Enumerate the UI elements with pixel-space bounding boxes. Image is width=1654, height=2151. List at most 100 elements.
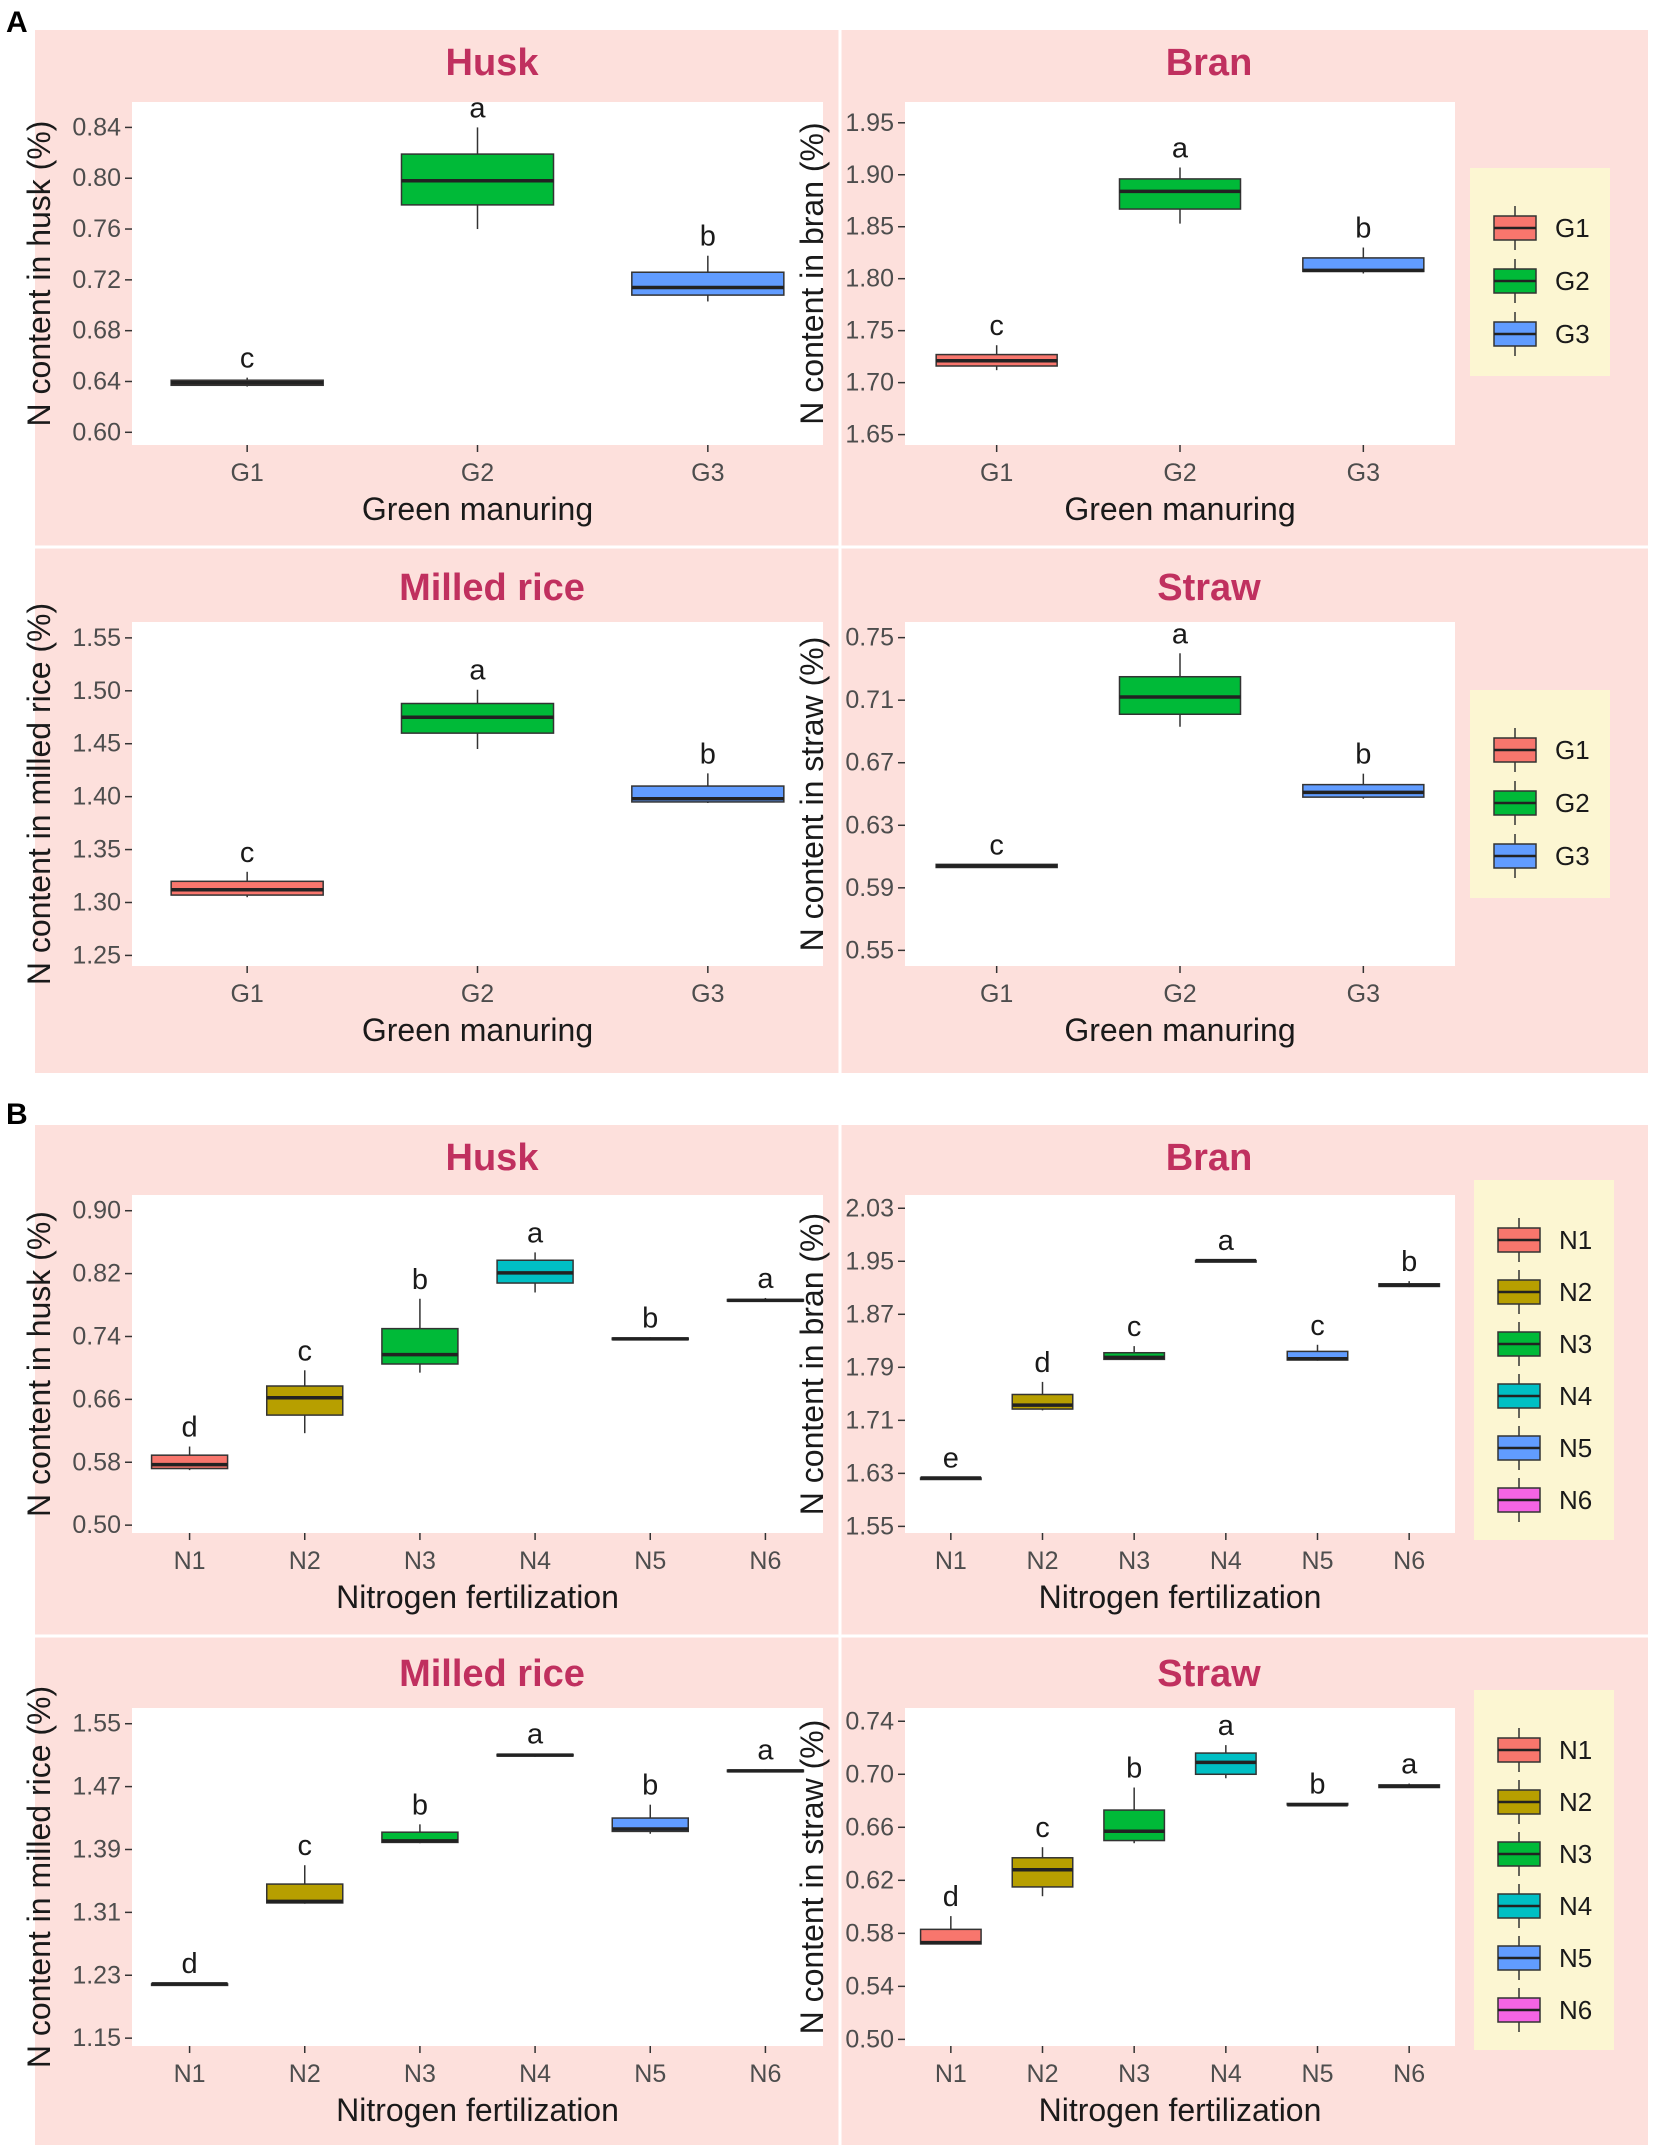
panel-b-straw-letter-n3: b: [1126, 1753, 1142, 1785]
panel-b-bran-letter-n4: a: [1218, 1225, 1235, 1257]
panel-a-milled-rice-ytick-label: 1.35: [72, 836, 121, 864]
legend-nitrogen-bottom: N1 N2 N3 N4 N5 N6: [1474, 1690, 1614, 2050]
panel-b-milled-rice-letter-n1: d: [182, 1948, 198, 1980]
panel-b-husk-plot-area: [132, 1195, 823, 1533]
legend-label-n4: N4: [1559, 1891, 1592, 1921]
panel-b-husk-box-n1: [150, 1454, 229, 1470]
legend-label-g2: G2: [1555, 266, 1590, 296]
panel-a-bran-box-g2: [1118, 178, 1242, 210]
panel-a-milled-rice-ytick-label: 1.25: [72, 941, 121, 969]
panel-b-milled-rice-ylabel: N content in milled rice (%): [21, 1686, 57, 2068]
panel-a-bran-ytick-label: 1.85: [845, 213, 894, 241]
panel-b-milled-rice-xlabel: Nitrogen fertilization: [336, 2092, 619, 2128]
panel-b-bran-ytick-label: 1.63: [845, 1459, 894, 1487]
legend-label-g3: G3: [1555, 319, 1590, 349]
panel-b-husk-ytick-label: 0.50: [72, 1511, 121, 1539]
panel-b-straw-xtick-label-n5: N5: [1302, 2060, 1334, 2088]
panel-a-milled-rice: Milled rice 1.25 1.30 1.35 1.40 1.45 1.50 1.55 G…: [21, 567, 823, 1048]
panel-a-bran-letter-g2: a: [1172, 132, 1189, 164]
legend-label-n1: N1: [1559, 1735, 1592, 1765]
panel-a-milled-rice-ytick-label: 1.45: [72, 730, 121, 758]
panel-a-husk-letter-g1: c: [240, 343, 255, 375]
panel-a-milled-rice-xlabel: Green manuring: [362, 1012, 593, 1048]
panel-b-straw-letter-n4: a: [1218, 1710, 1235, 1742]
legend-label-n5: N5: [1559, 1433, 1592, 1463]
panel-b-husk-ylabel: N content in husk (%): [21, 1211, 57, 1517]
panel-a-straw-xlabel: Green manuring: [1064, 1012, 1295, 1048]
panel-b-milled-rice-ytick-label: 1.55: [72, 1710, 121, 1738]
panel-b-straw-box-n2: [1011, 1857, 1074, 1888]
panel-a-husk-title: Husk: [446, 42, 540, 84]
panel-a-straw-ytick-label: 0.71: [845, 686, 894, 714]
panel-b-bran-ytick-label: 2.03: [845, 1194, 894, 1222]
panel-b-milled-rice-ytick-label: 1.39: [72, 1835, 121, 1863]
panel-b-bran-ytick-label: 1.95: [845, 1247, 894, 1275]
panel-b-bran-letter-n1: e: [943, 1442, 959, 1474]
panel-b-bran-ytick-label: 1.55: [845, 1512, 894, 1540]
panel-a-bran-letter-g1: c: [989, 310, 1004, 342]
panel-b-straw-ytick-label: 0.62: [845, 1866, 894, 1894]
panel-b-straw-ylabel: N content in straw (%): [794, 1720, 830, 2035]
panel-b-bran-xtick-label-n1: N1: [935, 1547, 967, 1575]
panel-a-husk: Husk 0.60 0.64 0.68 0.72 0.76 0.80 0.84 G1 c G2 a G3…: [21, 42, 823, 527]
panel-b-husk-ytick-label: 0.58: [72, 1448, 121, 1476]
legend-label-n3: N3: [1559, 1329, 1592, 1359]
panel-a-bran-ytick-label: 1.95: [845, 109, 894, 137]
panel-a-milled-rice-letter-g2: a: [469, 655, 486, 687]
panel-b-milled-rice-letter-n5: b: [642, 1770, 658, 1802]
legend-label-n6: N6: [1559, 1485, 1592, 1515]
panel-a-straw-ytick-label: 0.75: [845, 624, 894, 652]
panel-a-straw-letter-g3: b: [1355, 739, 1371, 771]
panel-b-husk-xtick-label-n3: N3: [404, 1547, 436, 1575]
panel-b-bran-ytick-label: 1.87: [845, 1300, 894, 1328]
panel-a-milled-rice-ytick-label: 1.40: [72, 783, 121, 811]
panel-b-bran-xtick-label-n3: N3: [1118, 1547, 1150, 1575]
panel-a-husk-xtick-label-g3: G3: [691, 459, 724, 487]
panel-a-bran-xlabel: Green manuring: [1064, 491, 1295, 527]
panel-b-bran-xtick-label-n2: N2: [1027, 1547, 1059, 1575]
panel-b-milled-rice-xtick-label-n5: N5: [634, 2060, 666, 2088]
panel-b-husk-xtick-label-n1: N1: [174, 1547, 206, 1575]
panel-a-husk-letter-g3: b: [700, 221, 716, 253]
panel-b-milled-rice-plot-area: [132, 1708, 823, 2046]
panel-a-husk-box-g3: [631, 271, 785, 296]
panel-b-husk-xtick-label-n6: N6: [749, 1547, 781, 1575]
panel-b-husk-title: Husk: [446, 1137, 540, 1179]
panel-a-husk-xlabel: Green manuring: [362, 491, 593, 527]
panel-b-milled-rice-ytick-label: 1.15: [72, 2024, 121, 2052]
panel-a-bran-xtick-label-g3: G3: [1347, 459, 1380, 487]
legend-label-n3: N3: [1559, 1839, 1592, 1869]
panel-b-straw-title: Straw: [1157, 1653, 1261, 1695]
panel-b-straw-ytick-label: 0.54: [845, 1972, 894, 2000]
legend-label-n2: N2: [1559, 1787, 1592, 1817]
panel-b-husk-xtick-label-n5: N5: [634, 1547, 666, 1575]
panel-b-husk-ytick-label: 0.74: [72, 1322, 121, 1350]
legend-nitrogen-top: N1 N2 N3 N4 N5 N6: [1474, 1180, 1614, 1540]
panel-a-husk-xtick-label-g2: G2: [461, 459, 494, 487]
panel-b-milled-rice-letter-n6: a: [757, 1734, 774, 1766]
panel-a-husk-ytick-label: 0.80: [72, 164, 121, 192]
panel-b-bran-letter-n2: d: [1034, 1347, 1050, 1379]
legend-label-g3: G3: [1555, 841, 1590, 871]
panel-b-milled-rice-xtick-label-n4: N4: [519, 2060, 551, 2088]
panel-a-bran-xtick-label-g2: G2: [1163, 459, 1196, 487]
panel-b-straw-ytick-label: 0.70: [845, 1760, 894, 1788]
panel-a-milled-rice-letter-g3: b: [700, 738, 716, 770]
panel-b-milled-rice: Milled rice 1.15 1.23 1.31 1.39 1.47 1.55 N1 d N2…: [21, 1653, 823, 2128]
legend-label-n1: N1: [1559, 1225, 1592, 1255]
panel-a-straw-letter-g1: c: [989, 829, 1004, 861]
panel-a-bran-letter-g3: b: [1355, 213, 1371, 245]
panel-a-straw-ytick-label: 0.63: [845, 811, 894, 839]
panel-a-husk-ytick-label: 0.84: [72, 113, 121, 141]
panel-b-straw-xtick-label-n4: N4: [1210, 2060, 1242, 2088]
panel-b-bran-letter-n5: c: [1310, 1310, 1325, 1342]
panel-a-straw-letter-g2: a: [1172, 618, 1189, 650]
panel-a-straw: Straw 0.55 0.59 0.63 0.67 0.71 0.75 G1 c G2 a G3 b Gr…: [794, 567, 1455, 1048]
panel-b-bran-box-n2: [1011, 1393, 1074, 1410]
section-a-label: A: [6, 6, 28, 39]
panel-a-milled-rice-xtick-label-g1: G1: [230, 980, 263, 1008]
panel-a-milled-rice-xtick-label-g3: G3: [691, 980, 724, 1008]
legend-background: [1474, 1690, 1614, 2050]
panel-a-bran-ytick-label: 1.75: [845, 317, 894, 345]
legend-label-n2: N2: [1559, 1277, 1592, 1307]
